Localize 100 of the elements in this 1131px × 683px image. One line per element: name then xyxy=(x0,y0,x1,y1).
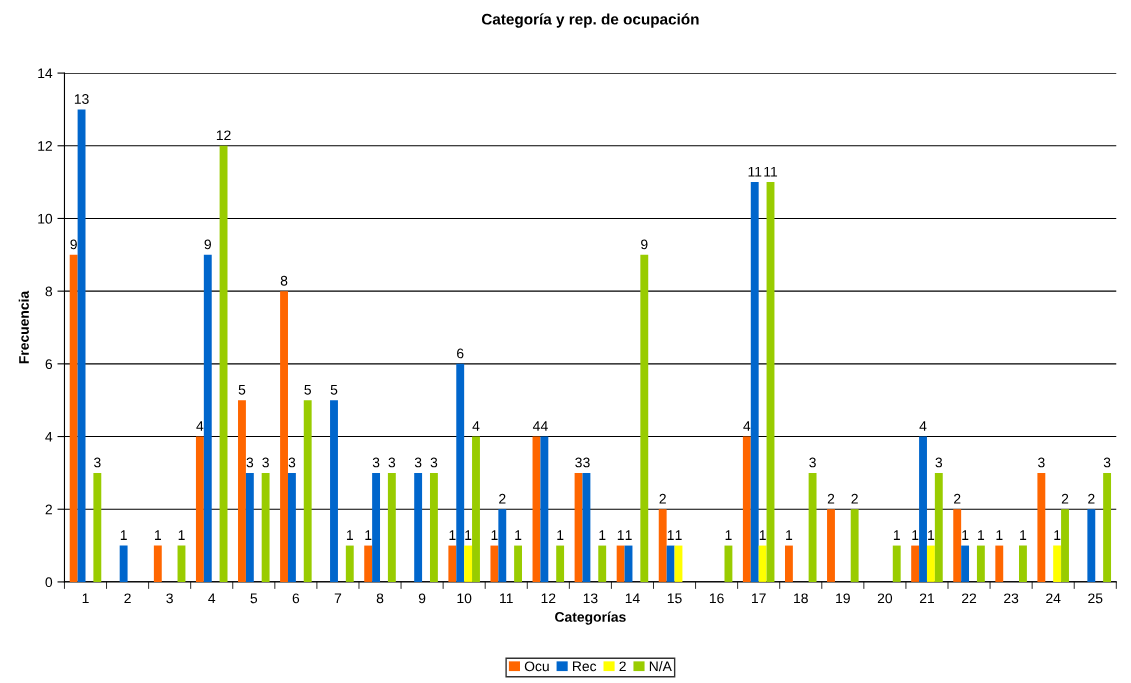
data-label: 2 xyxy=(954,493,961,504)
data-label: 5 xyxy=(330,384,338,395)
data-label: 2 xyxy=(827,493,835,504)
data-label: 3 xyxy=(1103,457,1111,468)
bar xyxy=(280,291,288,582)
bar xyxy=(153,545,162,582)
bar xyxy=(464,545,473,582)
data-label: 2 xyxy=(659,493,666,504)
y-axis-title: Frecuencia xyxy=(18,290,29,364)
data-label: 1 xyxy=(465,530,472,540)
bar xyxy=(995,545,1004,582)
x-tick-label: 8 xyxy=(376,593,384,604)
bar xyxy=(540,436,549,582)
bar xyxy=(911,545,920,582)
data-label: 1 xyxy=(365,530,372,540)
x-tick-label: 15 xyxy=(667,593,682,604)
data-label: 4 xyxy=(743,421,751,431)
x-tick-label: 9 xyxy=(418,593,426,604)
data-label: 12 xyxy=(216,130,231,141)
x-tick-label: 6 xyxy=(292,593,300,604)
bar xyxy=(203,254,212,582)
bar xyxy=(387,472,396,582)
data-label: 3 xyxy=(388,457,396,468)
y-tick-label: 14 xyxy=(38,68,53,79)
bar xyxy=(742,436,751,582)
data-label: 4 xyxy=(196,421,204,431)
data-label: 1 xyxy=(557,530,564,540)
bar xyxy=(582,472,591,582)
bar xyxy=(372,472,381,582)
x-tick-label: 3 xyxy=(166,593,173,604)
bar xyxy=(119,545,128,582)
x-tick-label: 12 xyxy=(541,593,556,604)
data-label: 5 xyxy=(238,384,246,395)
data-label: 3 xyxy=(288,457,296,468)
bar xyxy=(961,545,970,582)
x-tick-label: 11 xyxy=(500,593,513,604)
data-label: 2 xyxy=(1061,493,1069,504)
y-tick-label: 12 xyxy=(38,141,52,151)
x-tick-label: 25 xyxy=(1088,593,1103,604)
data-label: 1 xyxy=(491,530,498,540)
bar xyxy=(892,545,901,582)
data-label: 4 xyxy=(540,421,548,431)
bar xyxy=(616,545,625,582)
x-tick-label: 21 xyxy=(919,593,935,604)
data-label: 4 xyxy=(919,421,927,431)
bar xyxy=(1019,545,1027,582)
data-label: 3 xyxy=(94,457,101,468)
bar xyxy=(658,509,667,582)
data-label: 1 xyxy=(515,530,522,540)
data-label: 3 xyxy=(809,457,816,468)
bar xyxy=(598,545,607,582)
data-label: 3 xyxy=(1038,457,1045,468)
bar xyxy=(976,545,985,582)
bar xyxy=(303,400,312,582)
data-label: 1 xyxy=(449,530,456,540)
bar xyxy=(69,254,78,582)
x-tick-label: 24 xyxy=(1046,593,1061,604)
data-label: 1 xyxy=(786,530,793,540)
x-tick-label: 16 xyxy=(709,593,724,604)
x-tick-label: 23 xyxy=(1004,593,1019,604)
bar xyxy=(758,545,767,582)
data-label: 1 xyxy=(178,530,185,540)
bar xyxy=(287,472,296,582)
bar xyxy=(514,545,523,582)
data-label: 11 xyxy=(764,166,778,177)
data-label: 2 xyxy=(1088,493,1095,504)
bar xyxy=(77,109,86,582)
data-label: 3 xyxy=(414,457,422,468)
x-tick-label: 10 xyxy=(457,593,472,604)
x-tick-label: 4 xyxy=(208,593,216,604)
bar xyxy=(1061,509,1069,582)
data-label: 6 xyxy=(457,348,464,359)
bar xyxy=(414,472,423,582)
bar xyxy=(1037,472,1046,582)
bar xyxy=(1087,509,1096,582)
legend-label: 2 xyxy=(619,661,626,672)
y-tick-label: 8 xyxy=(45,286,53,297)
data-label: 1 xyxy=(155,530,161,540)
bar xyxy=(953,509,962,582)
bar xyxy=(219,145,228,582)
data-label: 1 xyxy=(928,530,935,540)
bar xyxy=(827,509,835,582)
y-tick-label: 10 xyxy=(38,213,53,224)
bar xyxy=(750,182,759,582)
bar xyxy=(1103,472,1112,582)
data-label: 1 xyxy=(346,530,353,540)
data-label: 3 xyxy=(575,457,582,468)
legend-label: Rec xyxy=(573,661,597,672)
x-tick-label: 20 xyxy=(877,593,893,604)
data-label: 13 xyxy=(74,94,89,104)
data-label: 2 xyxy=(851,493,858,504)
data-label: 1 xyxy=(759,530,766,540)
y-tick-label: 6 xyxy=(45,359,53,370)
bar xyxy=(784,545,793,582)
data-label: 9 xyxy=(70,239,77,250)
x-tick-label: 7 xyxy=(334,593,342,604)
data-label: 8 xyxy=(280,275,288,286)
x-tick-label: 13 xyxy=(583,593,598,604)
bar xyxy=(330,400,338,582)
data-label: 1 xyxy=(912,530,919,540)
